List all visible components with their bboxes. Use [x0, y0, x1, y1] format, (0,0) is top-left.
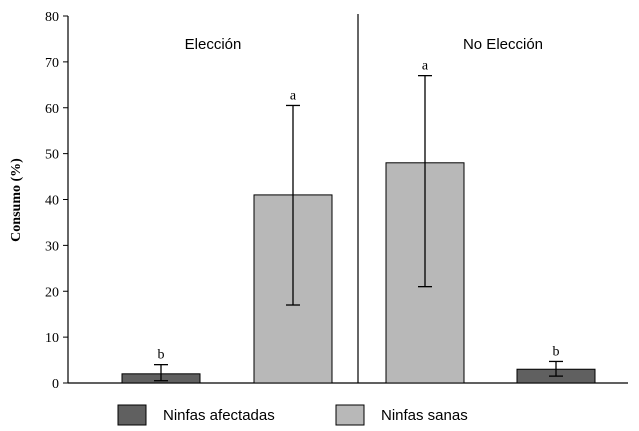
y-tick-label: 10 — [45, 331, 59, 346]
legend-swatch — [335, 404, 365, 426]
y-tick-label: 20 — [45, 285, 59, 300]
y-axis-title: Consumo (%) — [9, 158, 24, 242]
legend: Ninfas afectadas Ninfas sanas — [117, 404, 468, 426]
legend-label: Ninfas afectadas — [163, 407, 275, 424]
y-tick-label: 60 — [45, 102, 59, 117]
significance-letter: b — [158, 348, 165, 363]
bars: b a a b — [121, 59, 596, 384]
y-tick-label: 80 — [45, 10, 59, 25]
y-tick-label: 70 — [45, 56, 59, 71]
y-axis-ticks: 0 10 20 30 40 50 60 70 80 — [45, 10, 68, 392]
significance-letter: a — [290, 88, 297, 103]
significance-letter: a — [422, 59, 429, 74]
significance-letter: b — [553, 344, 560, 359]
y-tick-label: 40 — [45, 194, 59, 209]
legend-label: Ninfas sanas — [381, 407, 468, 424]
y-tick-label: 50 — [45, 148, 59, 163]
axes — [67, 14, 628, 384]
y-tick-label: 0 — [52, 377, 59, 392]
panel-label: No Elección — [463, 36, 543, 53]
y-tick-label: 30 — [45, 239, 59, 254]
legend-swatch — [117, 404, 147, 426]
panel-labels: Elección No Elección — [185, 36, 543, 53]
panel-label: Elección — [185, 36, 242, 53]
